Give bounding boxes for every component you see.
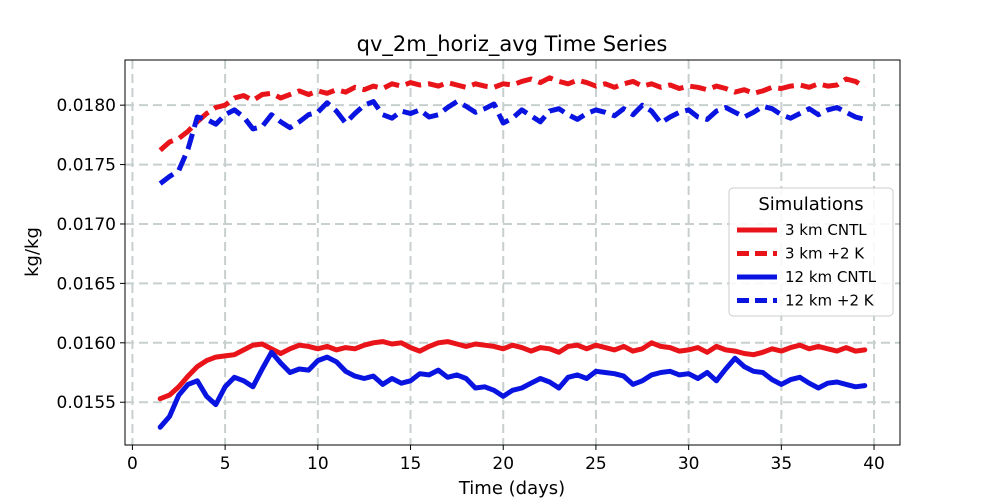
series-line-12-km-2-k xyxy=(158,99,866,186)
x-tick-label: 35 xyxy=(771,454,793,474)
x-tick-label: 40 xyxy=(863,454,885,474)
legend-title: Simulations xyxy=(758,194,863,215)
series-line-3-km-2-k xyxy=(158,75,867,153)
legend: Simulations 3 km CNTL 3 km +2 K 12 km CNTL… xyxy=(728,187,894,317)
y-tick-label: 0.0165 xyxy=(57,274,116,294)
legend-box xyxy=(728,187,894,317)
series-line-3-km-cntl xyxy=(157,339,868,402)
x-axis-label: Time (days) xyxy=(458,478,565,499)
y-tick-label: 0.0175 xyxy=(57,156,116,176)
legend-label: 12 km CNTL xyxy=(785,268,877,286)
y-tick-label: 0.0160 xyxy=(57,334,116,354)
x-tick-label: 0 xyxy=(127,454,138,474)
x-tick-label: 20 xyxy=(492,454,514,474)
y-tick-label: 0.0180 xyxy=(57,96,116,116)
legend-label: 12 km +2 K xyxy=(785,292,875,310)
x-axis: 0 5 10 15 20 25 30 35 40 xyxy=(127,445,885,474)
x-tick-label: 25 xyxy=(585,454,607,474)
y-axis-label: kg/kg xyxy=(22,227,43,277)
x-tick-label: 15 xyxy=(400,454,422,474)
legend-label: 3 km CNTL xyxy=(785,221,867,239)
series-layer xyxy=(157,75,868,430)
y-tick-label: 0.0170 xyxy=(57,215,116,235)
chart-title: qv_2m_horiz_avg Time Series xyxy=(357,32,668,57)
y-tick-label: 0.0155 xyxy=(57,393,116,413)
plot-frame xyxy=(124,59,901,446)
x-tick-label: 10 xyxy=(307,454,329,474)
x-tick-label: 5 xyxy=(220,454,231,474)
legend-label: 3 km +2 K xyxy=(785,245,865,263)
legend-entries: 3 km CNTL 3 km +2 K 12 km CNTL 12 km +2 K xyxy=(737,221,877,310)
x-tick-label: 30 xyxy=(678,454,700,474)
series-line-12-km-cntl xyxy=(157,349,868,430)
y-axis: 0.0155 0.0160 0.0165 0.0170 0.0175 0.0180 xyxy=(57,96,125,413)
